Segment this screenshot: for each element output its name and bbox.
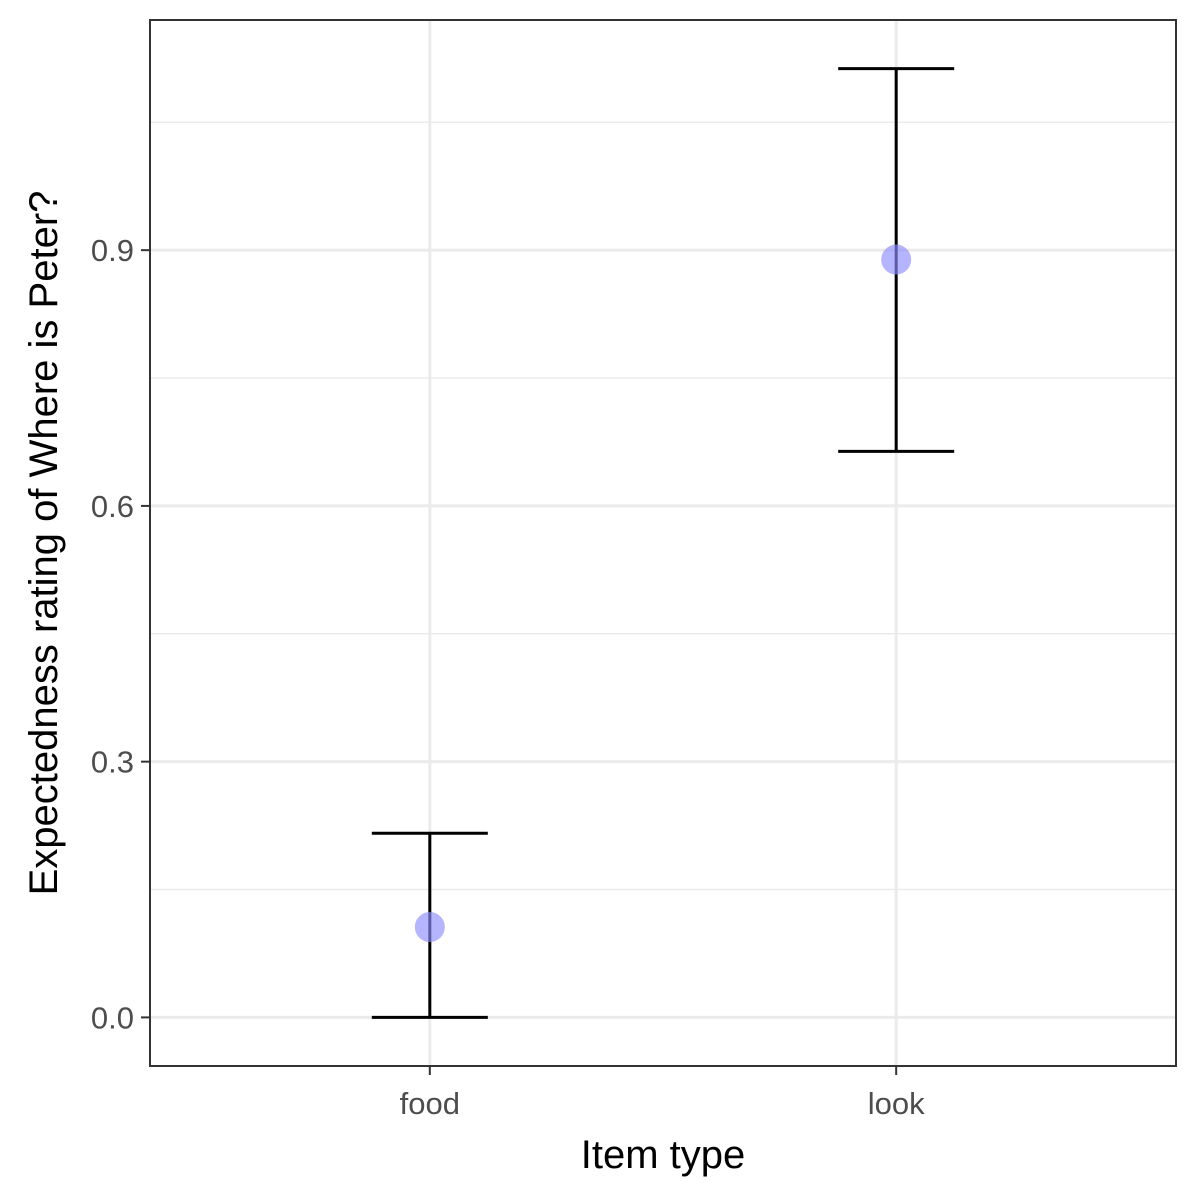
point-food xyxy=(414,912,445,943)
data-points xyxy=(414,244,912,943)
point-look xyxy=(881,244,912,275)
x-tick-label-food: food xyxy=(400,1086,460,1121)
y-tick-label: 0.3 xyxy=(91,745,134,780)
y-tick-label: 0.6 xyxy=(91,489,134,524)
x-axis-ticks: food look xyxy=(400,1066,925,1121)
y-axis-ticks: 0.0 0.3 0.6 0.9 xyxy=(91,233,150,1035)
y-axis-title: Expectedness rating of Where is Peter? xyxy=(22,191,66,896)
panel-border xyxy=(149,19,1177,1067)
y-tick-label: 0.9 xyxy=(91,233,134,268)
x-axis-title: Item type xyxy=(581,1133,746,1177)
y-tick-label: 0.0 xyxy=(91,1000,134,1035)
minor-gridlines xyxy=(150,121,1176,891)
error-bars xyxy=(371,67,955,1019)
x-tick-label-look: look xyxy=(868,1086,925,1121)
major-gridlines xyxy=(150,20,1176,1066)
